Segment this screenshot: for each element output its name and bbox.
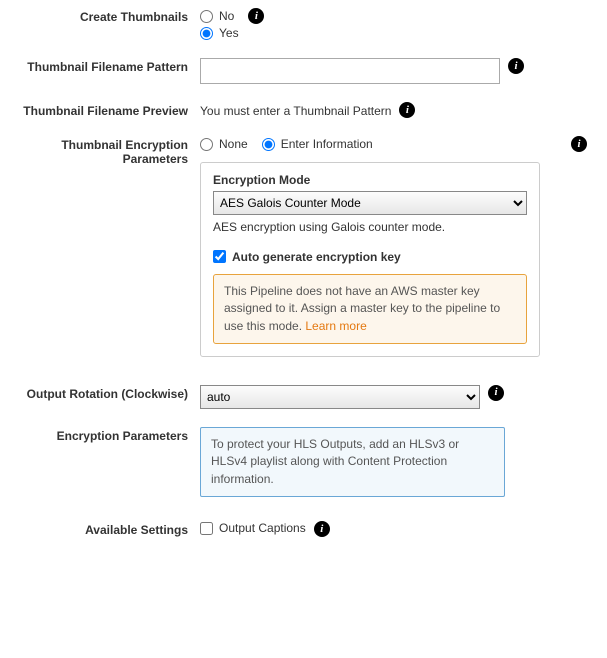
thumb-preview-text: You must enter a Thumbnail Pattern	[200, 102, 391, 118]
radio-enc-enter[interactable]: Enter Information	[262, 137, 373, 151]
auto-key-checkbox[interactable]: Auto generate encryption key	[213, 250, 527, 264]
radio-thumb-yes[interactable]: Yes	[200, 26, 264, 40]
row-rotation: Output Rotation (Clockwise) auto i	[10, 385, 587, 409]
enc-mode-select[interactable]: AES Galois Counter Mode	[213, 191, 527, 215]
row-thumb-pattern: Thumbnail Filename Pattern i	[10, 58, 587, 84]
label-create-thumbnails: Create Thumbnails	[10, 8, 200, 24]
info-icon[interactable]: i	[248, 8, 264, 24]
label-enc-params: Encryption Parameters	[10, 427, 200, 443]
row-thumb-preview: Thumbnail Filename Preview You must ente…	[10, 102, 587, 118]
row-thumb-enc: Thumbnail Encryption Parameters None Ent…	[10, 136, 587, 357]
info-icon[interactable]: i	[314, 521, 330, 537]
radio-thumb-no[interactable]: No i	[200, 8, 264, 24]
info-icon[interactable]: i	[508, 58, 524, 74]
row-create-thumbnails: Create Thumbnails No i Yes	[10, 8, 587, 40]
info-icon[interactable]: i	[571, 136, 587, 152]
info-icon[interactable]: i	[399, 102, 415, 118]
radio-thumb-yes-input[interactable]	[200, 27, 213, 40]
label-avail-settings: Available Settings	[10, 521, 200, 537]
output-captions-input[interactable]	[200, 522, 213, 535]
label-thumb-enc: Thumbnail Encryption Parameters	[10, 136, 200, 166]
encryption-panel: Encryption Mode AES Galois Counter Mode …	[200, 162, 540, 357]
row-enc-params: Encryption Parameters To protect your HL…	[10, 427, 587, 497]
thumb-pattern-input[interactable]	[200, 58, 500, 84]
learn-more-link[interactable]: Learn more	[305, 319, 366, 333]
label-thumb-pattern: Thumbnail Filename Pattern	[10, 58, 200, 74]
radio-thumb-no-input[interactable]	[200, 10, 213, 23]
label-rotation: Output Rotation (Clockwise)	[10, 385, 200, 401]
info-icon[interactable]: i	[488, 385, 504, 401]
output-captions-checkbox[interactable]: Output Captions	[200, 521, 306, 535]
radio-enc-enter-input[interactable]	[262, 138, 275, 151]
warn-box: This Pipeline does not have an AWS maste…	[213, 274, 527, 344]
enc-params-info: To protect your HLS Outputs, add an HLSv…	[200, 427, 505, 497]
label-thumb-preview: Thumbnail Filename Preview	[10, 102, 200, 118]
enc-mode-label: Encryption Mode	[213, 173, 527, 187]
enc-mode-desc: AES encryption using Galois counter mode…	[213, 219, 527, 236]
rotation-select[interactable]: auto	[200, 385, 480, 409]
row-avail-settings: Available Settings Output Captions i	[10, 521, 587, 537]
radio-enc-none[interactable]: None	[200, 137, 248, 151]
auto-key-input[interactable]	[213, 250, 226, 263]
radio-enc-none-input[interactable]	[200, 138, 213, 151]
